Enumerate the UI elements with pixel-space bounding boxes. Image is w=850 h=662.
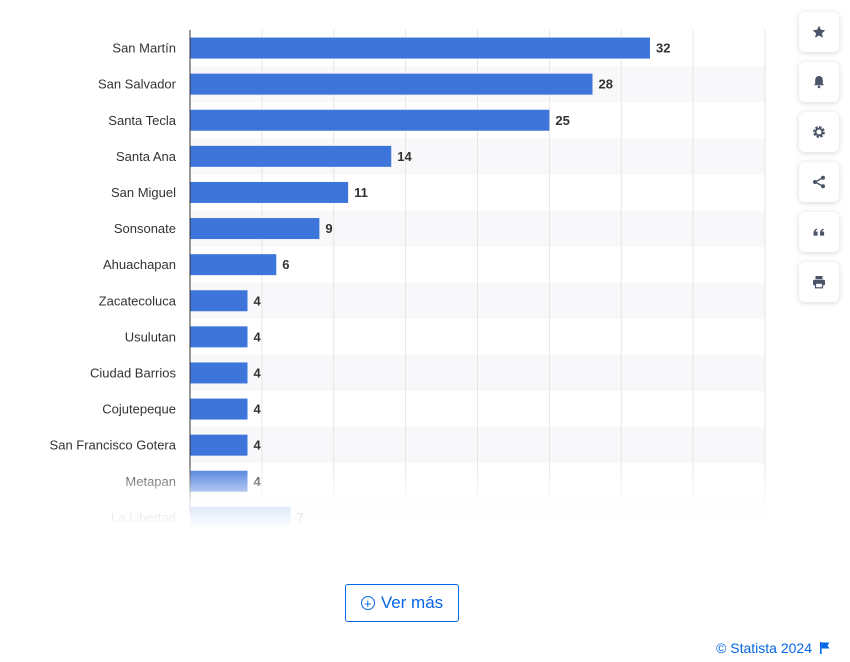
favorite-button[interactable] [799,12,839,52]
value-label: 32 [656,41,670,56]
share-icon [813,175,825,189]
value-label: 25 [555,113,569,128]
bar[interactable] [190,109,550,131]
value-label: 4 [254,329,262,344]
category-label: Santa Ana [116,149,177,164]
category-label: Sonsonate [114,221,176,236]
value-label: 4 [254,438,262,453]
category-label: San Francisco Gotera [50,438,177,453]
value-label: 9 [325,221,332,236]
category-label: San Martín [112,41,176,56]
bell-icon [814,76,824,89]
category-label: San Salvador [98,77,177,92]
show-more-button[interactable]: + Ver más [345,584,459,622]
fade-overlay [0,464,780,530]
bar[interactable] [190,73,593,95]
category-label: Ciudad Barrios [90,365,176,380]
value-label: 4 [254,365,262,380]
bar[interactable] [190,326,248,348]
gear-icon [813,126,825,138]
category-label: Zacatecoluca [99,293,177,308]
plus-circle-icon: + [360,596,375,610]
quote-icon [813,228,825,236]
printer-icon [813,276,825,289]
bar[interactable] [190,434,248,456]
bar[interactable] [190,290,248,312]
bar[interactable] [190,362,248,384]
bar[interactable] [190,145,392,167]
category-label: Ahuachapan [103,257,176,272]
bar[interactable] [190,254,277,276]
bar-chart: San Martín San Salvador Santa Tecla Santa A… [0,30,780,530]
category-label: San Miguel [111,185,176,200]
value-label: 4 [254,402,262,417]
category-label: Santa Tecla [108,113,176,128]
category-label: Usulutan [125,329,176,344]
bar[interactable] [190,398,248,420]
star-icon [812,25,826,38]
notification-button[interactable] [799,62,839,102]
credit-text: © Statista 2024 [716,640,812,656]
value-label: 4 [254,293,262,308]
statista-credit[interactable]: © Statista 2024 [716,640,830,656]
value-label: 6 [282,257,289,272]
category-label: Cojutepeque [102,402,176,417]
value-label: 28 [599,77,613,92]
flag-icon [820,642,830,654]
share-button[interactable] [799,162,839,202]
bar[interactable] [190,181,349,203]
show-more-label: Ver más [380,593,444,612]
cite-button[interactable] [799,212,839,252]
settings-button[interactable] [799,112,839,152]
bar[interactable] [190,37,650,59]
value-label: 14 [397,149,412,164]
value-label: 11 [354,185,368,200]
print-button[interactable] [799,262,839,302]
bar[interactable] [190,218,320,240]
